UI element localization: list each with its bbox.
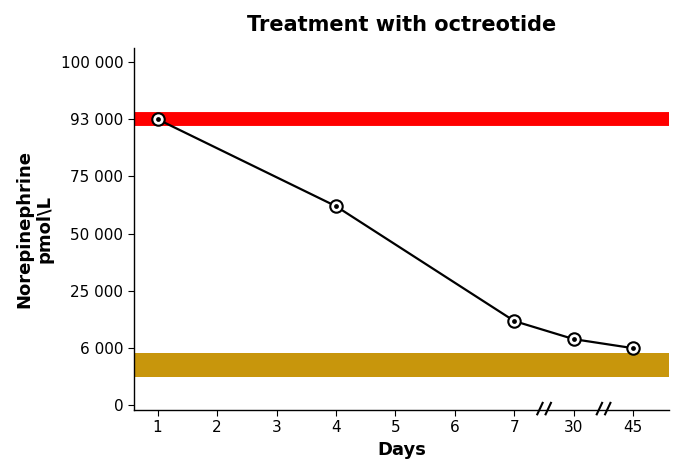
Y-axis label: Norepinephrine
pmol\L: Norepinephrine pmol\L	[15, 150, 54, 308]
X-axis label: Days: Days	[377, 441, 426, 459]
Point	[568, 336, 579, 343]
Point	[628, 345, 639, 352]
Point	[509, 317, 520, 325]
Point	[628, 345, 639, 352]
Point	[568, 336, 579, 343]
Bar	[134, 353, 669, 377]
Title: Treatment with octreotide: Treatment with octreotide	[247, 15, 556, 35]
Point	[152, 116, 163, 123]
Point	[509, 317, 520, 325]
Point	[330, 202, 341, 210]
Point	[152, 116, 163, 123]
Point	[330, 202, 341, 210]
